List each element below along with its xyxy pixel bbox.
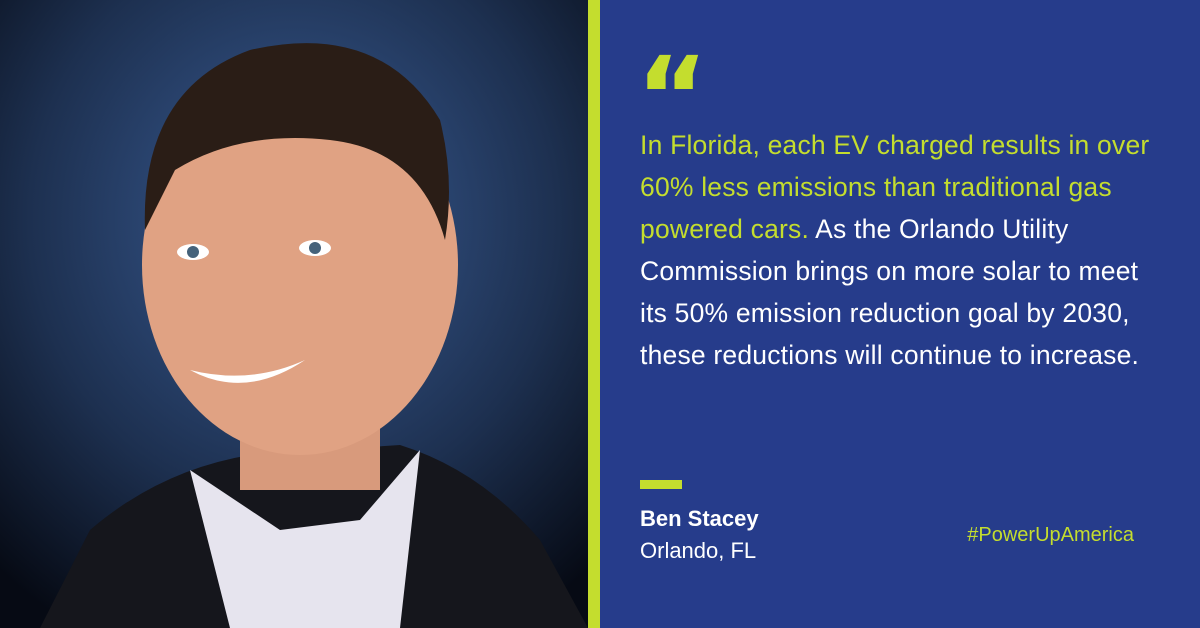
- quote-mark: “: [636, 33, 709, 161]
- author-location: Orlando, FL: [640, 538, 757, 563]
- quote-text: In Florida, each EV charged results in o…: [640, 124, 1150, 376]
- quote-highlight: In Florida, each EV charged results in o…: [640, 130, 1150, 244]
- quote-body: As the Orlando Utility Commission brings…: [640, 214, 1140, 370]
- author-name: Ben Stacey: [640, 506, 759, 531]
- divider-dash: [640, 480, 682, 489]
- accent-stripe: [588, 0, 600, 628]
- portrait-photo: [0, 0, 588, 628]
- hashtag: #PowerUpAmerica: [967, 524, 1134, 546]
